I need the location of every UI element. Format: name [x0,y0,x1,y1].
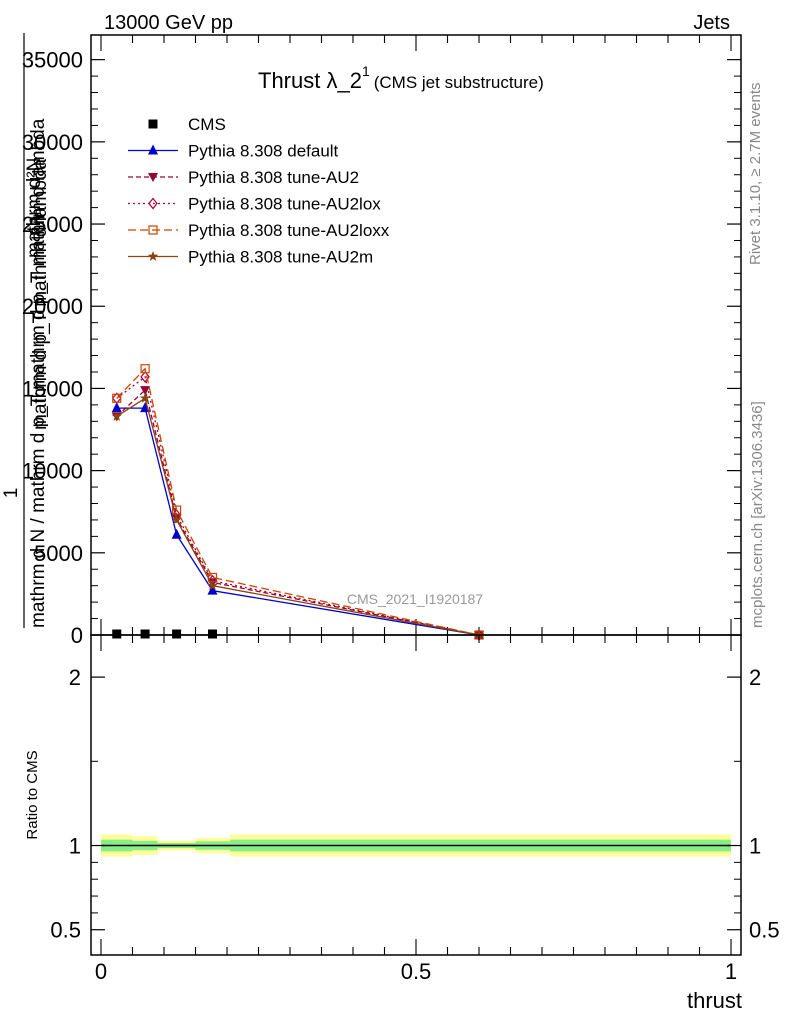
legend-entry: Pythia 8.308 tune-AU2 [128,168,359,187]
data-point [140,629,150,639]
legend-marker [148,197,158,210]
data-point [172,505,182,515]
main-y-tick-label: 10000 [22,459,83,484]
legend-marker [148,144,158,155]
legend-entry: Pythia 8.308 tune-AU2m [128,248,373,267]
legend-marker [147,251,159,261]
series-line [116,367,480,636]
legend-label: Pythia 8.308 default [188,142,339,161]
legend-marker [148,225,158,235]
y-label-numerator: mathrm d²N [24,158,45,258]
data-point [171,528,182,539]
legend-entry: CMS [148,115,226,134]
legend-label: Pythia 8.308 tune-AU2lox [188,195,381,214]
x-tick-label: 0 [95,959,107,984]
legend-label: Pythia 8.308 tune-AU2m [188,248,373,267]
legend: CMS Pythia 8.308 default Pythia 8.308 tune… [128,115,390,267]
y-label-prefix: 1 [1,488,22,499]
main-y-tick-label: 35000 [22,48,83,73]
data-point [140,364,150,374]
main-x-ticks [100,35,732,635]
data-point [111,402,122,413]
ratio-y-ticks: 0.5 0.5 1 1 2 2 [50,665,779,943]
data-point [139,392,151,403]
ratio-y-tick-label-right: 1 [749,834,761,859]
data-point [208,629,218,639]
ratio-y-tick-label-right: 2 [749,665,761,690]
main-y-tick-label: 25000 [22,212,83,237]
main-y-axis-label: mathrm d²N mathrm d p_T mathrm d lambda … [1,33,51,628]
main-y-tick-label: 0 [71,623,83,648]
data-point [207,580,218,591]
ratio-bands [101,834,731,857]
series-0 [112,629,218,639]
data-point [172,629,182,639]
ratio-y-tick-label-right: 0.5 [749,918,780,943]
legend-entry: Pythia 8.308 tune-AU2loxx [128,221,390,240]
main-panel: 0 5000 10000 15000 20000 25000 30000 35000 CMS_… [22,34,742,648]
main-y-tick-label: 5000 [34,541,83,566]
legend-label: CMS [188,115,226,134]
y-label-denominator-top: mathrm d p_T mathrm d lambda [30,159,51,430]
ratio-y-tick-label: 1 [69,834,81,859]
data-point [140,370,150,383]
legend-entry: Pythia 8.308 tune-AU2lox [128,195,381,214]
plot-title-suffix: (CMS jet substructure) [374,73,544,92]
main-y-tick-label: 30000 [22,130,83,155]
analysis-watermark: CMS_2021_I1920187 [347,591,483,607]
legend-marker [148,119,158,129]
data-point [112,393,122,403]
x-tick-label: 0.5 [401,959,432,984]
data-point [111,392,122,405]
ratio-x-ticks: 0 0.5 1 [95,635,737,984]
rivet-label: Rivet 3.1.10, ≥ 2.7M events [747,83,764,266]
series-4 [112,364,484,640]
data-point [140,386,151,396]
mcplots-label: mcplots.cern.ch [arXiv:1306.3436] [749,401,766,628]
data-point [171,514,182,525]
ratio-panel: 0.5 0.51 12 2 0 0.5 1 Ratio to CMS thrust [24,634,780,1013]
x-axis-label: thrust [687,988,742,1013]
ratio-y-tick-label: 0.5 [50,918,81,943]
main-series [111,364,485,641]
legend-label: Pythia 8.308 tune-AU2 [188,168,359,187]
plot-title: Thrust λ_21(CMS jet substructure) [258,63,544,93]
header-energy: 13000 GeV pp [104,12,233,34]
y-label-combined: mathrm d N / mathrm d p_T mathrm d p_T m… [28,118,49,628]
main-y-tick-label: 20000 [22,294,83,319]
plot-title-superscript: 1 [362,63,370,79]
legend-entry: Pythia 8.308 default [128,142,339,161]
main-y-tick-label: 15000 [22,376,83,401]
ratio-y-label: Ratio to CMS [24,750,41,839]
legend-marker [148,173,158,182]
data-point [111,410,122,421]
main-y-ticks: 0 5000 10000 15000 20000 25000 30000 35000 [22,48,741,648]
data-point [112,629,122,639]
header-jets: Jets [693,12,730,34]
data-point [207,584,218,595]
plot-title-main: Thrust λ_2 [258,68,362,93]
ratio-frame [90,634,742,956]
x-tick-label: 1 [725,959,737,984]
ratio-y-tick-label: 2 [69,665,81,690]
legend-label: Pythia 8.308 tune-AU2loxx [188,221,390,240]
